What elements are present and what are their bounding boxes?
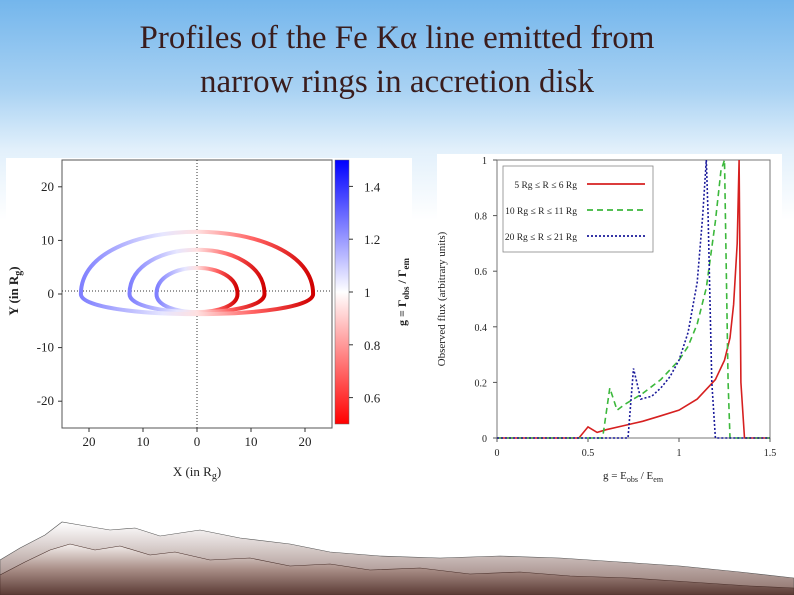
colorbar-tick-label: 1 <box>364 285 371 300</box>
disk-x-tick-label: 0 <box>194 434 201 449</box>
ring-image <box>78 229 316 317</box>
colorbar-label: g = Γobs / Γem <box>395 258 411 326</box>
slide-title: Profiles of the Fe Kα line emitted from … <box>0 16 794 104</box>
profile-x-axis-label: g = Eobs / Eem <box>603 470 664 484</box>
profile-y-tick-label: 0.2 <box>475 378 488 389</box>
colorbar-ticks: 1.4 1.2 1 0.8 0.6 <box>349 179 381 406</box>
profile-series-line <box>497 159 770 439</box>
disk-x-axis-label: X (in Rg) <box>173 464 221 482</box>
disk-y-tick-label: -20 <box>37 393 54 408</box>
ring-images <box>78 229 316 317</box>
profile-series-line <box>497 159 770 439</box>
profile-y-axis-label: Observed flux (arbitrary units) <box>437 231 448 366</box>
profile-y-tick-label: 0.8 <box>475 212 488 223</box>
profile-series <box>497 159 770 439</box>
colorbar <box>334 159 350 425</box>
disk-y-tick-label: 10 <box>41 232 54 247</box>
profile-legend: 5 Rg ≤ R ≤ 6 Rg 10 Rg ≤ R ≤ 11 Rg 20 Rg ≤ … <box>502 165 654 253</box>
disk-x-tick-label: 10 <box>245 434 258 449</box>
colorbar-tick-label: 0.6 <box>364 391 381 406</box>
line-profile-chart: 0 0.5 1 1.5 0 0.2 0.4 0.6 0.8 1 5 Rg ≤ R ≤ 6 Rg 10… <box>436 156 777 484</box>
disk-y-axis-label: Y (in Rg) <box>6 266 24 315</box>
mountain-banner <box>0 521 794 595</box>
colorbar-tick-label: 1.4 <box>364 179 381 194</box>
colorbar-tick-label: 1.2 <box>364 232 380 247</box>
disk-image-panel: 20 10 0 10 20 20 10 0 -10 -20 X (in Rg) Y (in Rg)… <box>6 158 412 490</box>
disk-y-tick-label: 20 <box>41 179 54 194</box>
profile-x-tick-label: 0 <box>495 448 500 459</box>
legend-label: 5 Rg ≤ R ≤ 6 Rg <box>514 181 577 191</box>
disk-x-tick-label: 10 <box>137 434 150 449</box>
disk-y-tick-label: -10 <box>37 340 54 355</box>
profile-x-tick-label: 1.5 <box>764 448 777 459</box>
mountain-range-front <box>0 543 794 595</box>
title-line-2: narrow rings in accretion disk <box>199 64 595 100</box>
profile-y-tick-label: 0.6 <box>475 267 488 278</box>
profile-x-tick-label: 1 <box>677 448 682 459</box>
disk-redshift-map: 20 10 0 10 20 20 10 0 -10 -20 X (in Rg) Y (in Rg)… <box>6 159 411 482</box>
disk-axes: 20 10 0 10 20 20 10 0 -10 -20 <box>37 179 312 449</box>
profile-y-tick-label: 0.4 <box>475 323 488 334</box>
profile-y-tick-label: 0 <box>482 434 487 445</box>
disk-y-tick-label: 0 <box>48 286 55 301</box>
profile-series-line <box>497 159 770 439</box>
ring-image <box>127 247 267 315</box>
title-line-1: Profiles of the Fe Kα line emitted from <box>139 20 655 56</box>
profile-x-tick-label: 0.5 <box>582 448 595 459</box>
legend-box <box>502 165 654 253</box>
colorbar-tick-label: 0.8 <box>364 338 380 353</box>
line-profile-panel: 0 0.5 1 1.5 0 0.2 0.4 0.6 0.8 1 5 Rg ≤ R ≤ 6 Rg 10… <box>436 154 782 490</box>
disk-x-tick-label: 20 <box>299 434 312 449</box>
disk-plot-frame <box>61 159 333 429</box>
disk-x-tick-label: 20 <box>83 434 96 449</box>
legend-label: 20 Rg ≤ R ≤ 21 Rg <box>505 233 577 243</box>
profile-y-tick-label: 1 <box>482 156 487 167</box>
legend-label: 10 Rg ≤ R ≤ 11 Rg <box>505 207 577 217</box>
